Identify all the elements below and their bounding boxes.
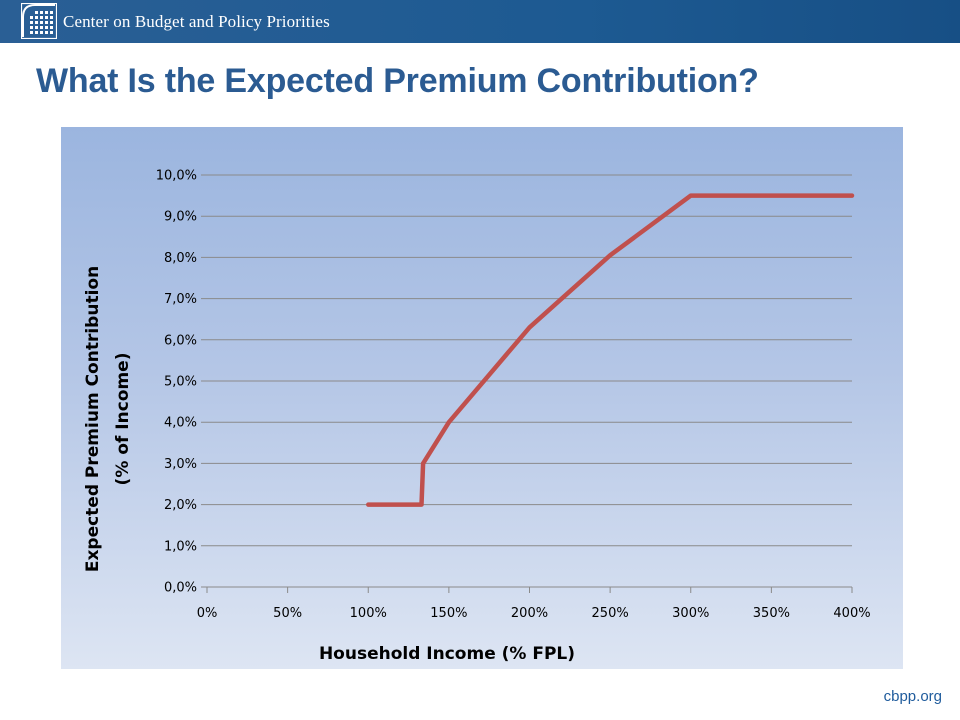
x-axis-title: Household Income (% FPL) <box>319 644 575 664</box>
x-tick-label: 0% <box>197 606 218 621</box>
y-tick-label: 5,0% <box>164 375 197 390</box>
y-tick-label: 10,0% <box>156 169 197 184</box>
x-tick-label: 50% <box>273 606 302 621</box>
x-tick-label: 250% <box>592 606 629 621</box>
y-tick-label: 7,0% <box>164 292 197 307</box>
x-tick-label: 150% <box>430 606 467 621</box>
x-tick-label: 300% <box>672 606 709 621</box>
series-line <box>366 193 855 507</box>
y-tick-label: 4,0% <box>164 416 197 431</box>
series-layer <box>366 193 855 507</box>
page-title: What Is the Expected Premium Contributio… <box>36 62 759 100</box>
y-tick-label: 6,0% <box>164 333 197 348</box>
y-tick-label: 3,0% <box>164 457 197 472</box>
y-tick-label: 8,0% <box>164 251 197 266</box>
y-tick-labels: 0,0% 1,0% 2,0% 3,0% 4,0% 5,0% 6,0% 7,0% 8,0% 9,0%… <box>156 169 197 596</box>
footer-url-link[interactable]: cbpp.org <box>883 688 942 705</box>
x-tick-labels: 0% 50% 100% 150% 200% 250% 300% 350% 400% <box>197 606 871 621</box>
cbpp-grid-logo-icon[interactable] <box>20 2 58 40</box>
org-name[interactable]: Center on Budget and Policy Priorities <box>63 12 330 31</box>
x-tick-label: 100% <box>350 606 387 621</box>
header-bar: Center on Budget and Policy Priorities <box>0 0 960 43</box>
x-tick-label: 350% <box>753 606 790 621</box>
gridlines <box>201 174 853 593</box>
y-axis-title-line2: (% of Income) <box>113 353 133 486</box>
x-tick-label: 400% <box>833 606 870 621</box>
y-tick-label: 2,0% <box>164 498 197 513</box>
y-tick-label: 9,0% <box>164 210 197 225</box>
y-axis-title-line1: Expected Premium Contribution <box>83 266 103 572</box>
chart-area: 0,0% 1,0% 2,0% 3,0% 4,0% 5,0% 6,0% 7,0% 8,0% 9,0%… <box>61 127 903 669</box>
premium-contribution-chart: 0,0% 1,0% 2,0% 3,0% 4,0% 5,0% 6,0% 7,0% 8,0% 9,0%… <box>83 169 871 665</box>
y-tick-label: 1,0% <box>164 539 197 554</box>
y-tick-label: 0,0% <box>164 581 197 596</box>
x-tick-label: 200% <box>511 606 548 621</box>
